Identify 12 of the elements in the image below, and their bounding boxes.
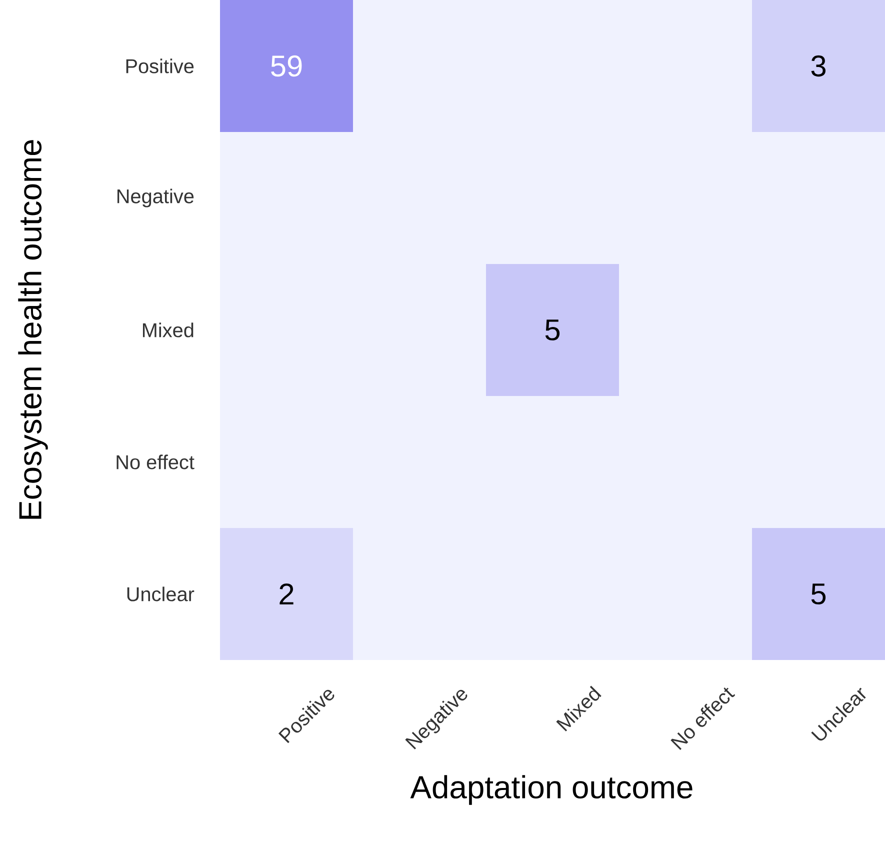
data-label: 5	[811, 584, 826, 604]
y-tick-label: Unclear	[127, 586, 194, 602]
data-label: 3	[811, 55, 826, 77]
y-tick-label: Negative	[117, 188, 194, 208]
y-tick-label: No effect	[116, 454, 194, 470]
y-axis-title: Ecosystem health outcome	[18, 140, 48, 519]
y-tick-label: Mixed	[142, 322, 194, 338]
data-label: 59	[271, 55, 302, 77]
data-label: 2	[280, 584, 294, 604]
x-axis-title: Adaptation outcome	[410, 775, 692, 805]
data-label: 5	[545, 320, 560, 340]
y-tick-label: Positive	[126, 58, 194, 74]
